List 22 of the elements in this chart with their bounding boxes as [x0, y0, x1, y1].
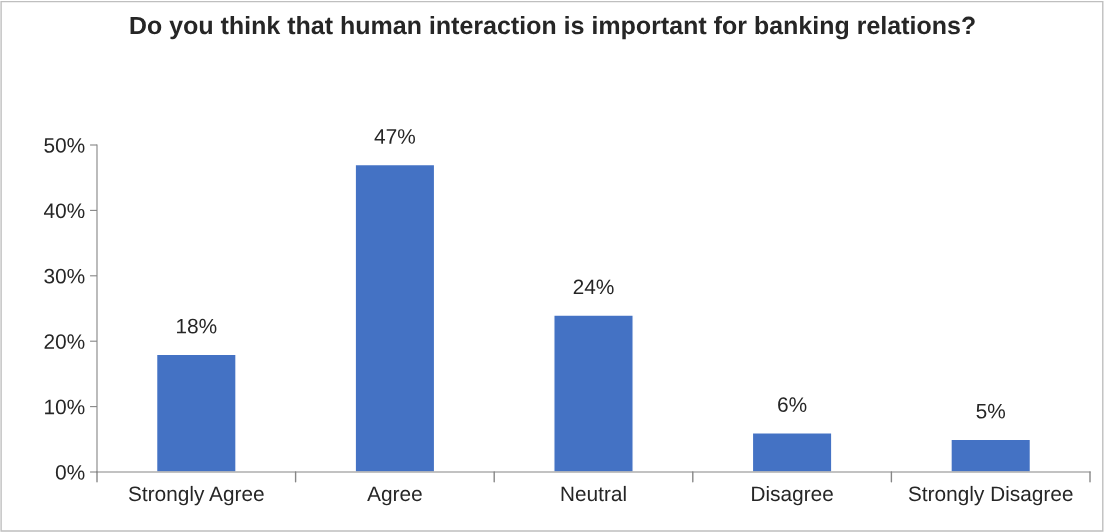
y-tick-label: 10% — [45, 399, 85, 415]
bar — [751, 432, 833, 472]
bar — [950, 438, 1032, 472]
y-tick-label: 20% — [44, 334, 85, 349]
x-tick-label: Agree — [367, 486, 422, 506]
chart-title: Do you think that human interaction is important for banking relations? — [130, 15, 975, 40]
y-tick-label: 50% — [44, 138, 85, 153]
x-tick-label: Strongly Disagree — [908, 485, 1073, 506]
x-tick-label: Neutral — [561, 485, 626, 502]
y-tick-label: 40% — [43, 203, 85, 219]
y-tick-label: 0% — [55, 465, 85, 480]
bar — [354, 163, 436, 472]
x-tick-label: Disagree — [752, 485, 833, 506]
data-label: 24% — [573, 279, 614, 295]
bar — [155, 353, 237, 472]
y-tick-label: 30% — [44, 268, 85, 284]
x-tick-label: Strongly Agree — [128, 485, 264, 506]
data-label: 47% — [374, 129, 416, 144]
bar — [553, 314, 634, 472]
data-label: 6% — [778, 397, 807, 412]
data-label: 18% — [177, 318, 217, 334]
data-label: 5% — [976, 403, 1006, 419]
